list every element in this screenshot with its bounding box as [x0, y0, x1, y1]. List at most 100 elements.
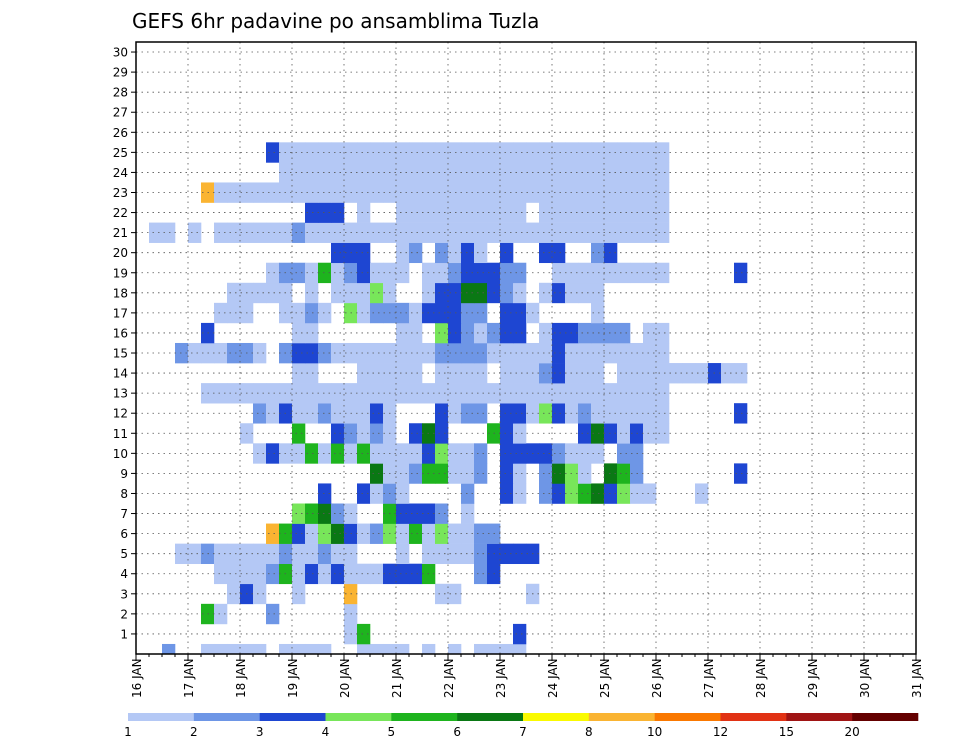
heatmap-cell	[513, 443, 527, 464]
legend-swatch	[654, 713, 721, 721]
heatmap-cell	[292, 523, 306, 544]
heatmap-cell	[643, 403, 657, 424]
heatmap-cell	[513, 403, 527, 424]
heatmap-cell	[357, 242, 371, 264]
heatmap-cell	[396, 563, 410, 585]
heatmap-cell	[318, 302, 332, 324]
heatmap-cell	[643, 423, 657, 444]
heatmap-cell	[604, 383, 618, 404]
heatmap-cell	[513, 182, 527, 203]
heatmap-cell	[409, 342, 423, 364]
heatmap-cell	[214, 342, 228, 364]
heatmap-cell	[513, 222, 527, 243]
heatmap-cell	[474, 342, 488, 364]
heatmap-cell	[552, 403, 566, 424]
heatmap-cell	[448, 282, 462, 304]
heatmap-cell	[318, 182, 332, 203]
heatmap-cell	[318, 543, 332, 565]
x-tick-label: 17 JAN	[182, 658, 196, 698]
heatmap-cell	[305, 443, 319, 464]
x-tick-label: 20 JAN	[338, 658, 352, 698]
heatmap-cell	[513, 262, 527, 284]
heatmap-cell	[604, 483, 618, 504]
heatmap-cell	[474, 282, 488, 304]
heatmap-cell	[227, 302, 241, 324]
heatmap-cell	[617, 342, 631, 364]
heatmap-cell	[539, 403, 553, 424]
heatmap-cell	[591, 383, 605, 404]
heatmap-cell	[318, 563, 332, 585]
heatmap-cell	[331, 423, 345, 444]
heatmap-cell	[474, 242, 488, 264]
heatmap-cell	[617, 423, 631, 444]
heatmap-cell	[435, 423, 449, 444]
heatmap-cell	[474, 322, 488, 344]
heatmap-cell	[435, 363, 449, 384]
heatmap-cell	[292, 363, 306, 384]
heatmap-cell	[448, 242, 462, 264]
heatmap-cell	[305, 302, 319, 324]
legend-swatch	[852, 713, 919, 721]
heatmap-cell	[409, 563, 423, 585]
heatmap-cell	[500, 162, 514, 183]
y-tick-label: 22	[113, 206, 128, 220]
heatmap-cell	[578, 342, 592, 364]
x-tick-label: 26 JAN	[650, 658, 664, 698]
heatmap-cell	[227, 342, 241, 364]
heatmap-cell	[500, 182, 514, 203]
heatmap-cell	[461, 242, 475, 264]
heatmap-cell	[357, 423, 371, 444]
heatmap-cell	[461, 403, 475, 424]
legend-label: 4	[322, 725, 330, 739]
legend-swatch	[391, 713, 458, 721]
heatmap-cell	[578, 443, 592, 464]
heatmap-cell	[253, 543, 267, 565]
heatmap-cell	[591, 262, 605, 284]
heatmap-cell	[331, 563, 345, 585]
heatmap-cell	[396, 523, 410, 544]
heatmap-cell	[500, 242, 514, 264]
heatmap-cell	[617, 142, 631, 163]
heatmap-cell	[461, 142, 475, 163]
heatmap-cell	[617, 202, 631, 223]
heatmap-cell	[448, 222, 462, 243]
heatmap-cell	[318, 443, 332, 464]
heatmap-cell	[409, 503, 423, 524]
legend-label: 12	[713, 725, 728, 739]
heatmap-cell	[357, 142, 371, 163]
heatmap-cell	[604, 142, 618, 163]
heatmap-cell	[357, 342, 371, 364]
heatmap-cell	[149, 222, 163, 243]
heatmap-cell	[188, 222, 202, 243]
x-tick-label: 24 JAN	[546, 658, 560, 698]
heatmap-cell	[474, 523, 488, 544]
heatmap-cell	[331, 222, 345, 243]
heatmap-cell	[305, 282, 319, 304]
color-legend: 1 2 3 4 5 6 7 8 10 12 15 20	[124, 713, 919, 739]
y-tick-label: 8	[120, 487, 128, 501]
heatmap-cell	[539, 463, 553, 484]
heatmap-cell	[539, 322, 553, 344]
heatmap-cell	[461, 262, 475, 284]
heatmap-cell	[656, 383, 670, 404]
y-tick-label: 20	[113, 246, 128, 260]
heatmap-cell	[656, 182, 670, 203]
heatmap-cell	[292, 302, 306, 324]
heatmap-cell	[448, 443, 462, 464]
heatmap-cell	[591, 182, 605, 203]
heatmap-cell	[448, 162, 462, 183]
legend-label: 10	[647, 725, 662, 739]
heatmap-cell	[591, 483, 605, 504]
heatmap-cell	[474, 443, 488, 464]
heatmap-cell	[188, 342, 202, 364]
heatmap-cell	[435, 162, 449, 183]
heatmap-cell	[266, 282, 280, 304]
heatmap-cell	[227, 563, 241, 585]
heatmap-cell	[396, 142, 410, 163]
heatmap-cell	[695, 483, 709, 504]
heatmap-cell	[513, 282, 527, 304]
legend-label: 7	[519, 725, 527, 739]
heatmap-cell	[513, 483, 527, 504]
heatmap-cell	[513, 463, 527, 484]
heatmap-cell	[318, 142, 332, 163]
